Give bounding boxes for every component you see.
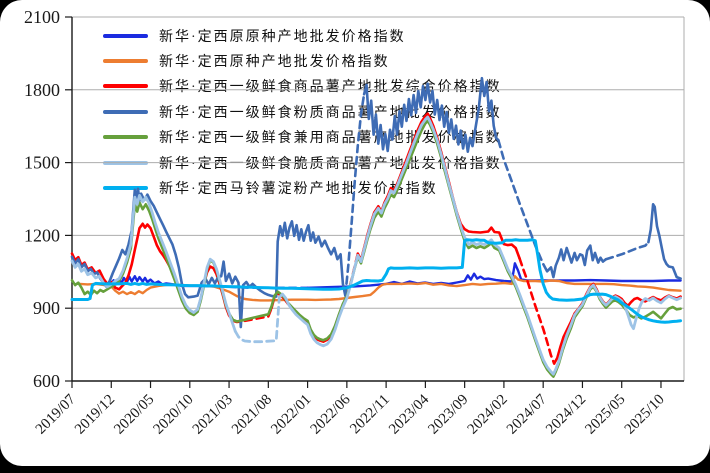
- series-line-3: [70, 187, 347, 329]
- series-line-3: [362, 76, 500, 153]
- y-axis-label: 1500: [24, 153, 60, 173]
- series-line-2: [518, 257, 556, 365]
- legend-line-swatch: [103, 84, 148, 89]
- legend-item: 新华·定西一级鲜食商品薯产地批发综合价格指数: [103, 74, 502, 99]
- legend-item: 新华·定西原种产地批发价格指数: [103, 48, 502, 73]
- legend-line-swatch: [103, 33, 148, 38]
- x-axis-label: 2019/07: [33, 391, 79, 437]
- x-axis-label: 2022/11: [347, 392, 393, 438]
- x-axis-label: 2020/10: [151, 392, 197, 438]
- series-line-3: [647, 203, 682, 280]
- x-axis-label: 2023/04: [386, 391, 432, 437]
- x-axis-label: 2022/06: [308, 391, 354, 437]
- legend-line-swatch: [103, 109, 148, 114]
- x-axis-label: 2021/03: [190, 392, 236, 438]
- x-axis-label: 2022/01: [268, 392, 314, 438]
- legend-label: 新华·定西一级鲜食商品薯产地批发综合价格指数: [159, 80, 502, 96]
- y-axis-label: 2100: [24, 7, 60, 27]
- series-line-3: [545, 244, 608, 279]
- x-axis-label: 2023/09: [425, 392, 471, 438]
- legend-label: 新华·定西原种产地批发价格指数: [159, 55, 390, 71]
- x-axis-label: 2025/05: [582, 392, 628, 438]
- y-axis-label: 900: [33, 298, 60, 318]
- x-axis-label: 2020/05: [111, 392, 157, 438]
- x-axis-label: 2024/12: [543, 392, 589, 438]
- legend-line-swatch: [103, 186, 148, 191]
- series-line-5: [70, 194, 237, 333]
- y-axis-label: 1200: [24, 225, 60, 245]
- x-axis-label: 2024/07: [504, 391, 550, 437]
- series-line-3: [604, 240, 650, 261]
- y-axis-label: 1800: [24, 80, 60, 100]
- legend-item: 新华·定西原原种产地批发价格指数: [103, 23, 502, 48]
- x-axis-label: 2025/10: [622, 392, 668, 438]
- legend-label: 新华·定西马铃薯淀粉产地批发价格指数: [159, 182, 438, 198]
- series-line-3: [497, 139, 549, 273]
- legend-item: 新华·定西马铃薯淀粉产地批发价格指数: [103, 175, 502, 200]
- x-axis-label: 2019/12: [72, 392, 118, 438]
- series-line-3: [344, 92, 366, 297]
- series-line-6: [70, 238, 683, 324]
- x-axis-label: 2021/08: [229, 392, 275, 438]
- series-line-1: [78, 275, 682, 302]
- legend-label: 新华·定西一级鲜食脆质商品薯产地批发价格指数: [159, 156, 502, 172]
- legend-line-swatch: [103, 59, 148, 64]
- y-axis-label: 600: [33, 371, 60, 391]
- legend-label: 新华·定西原原种产地批发价格指数: [159, 29, 406, 45]
- series-line-5: [233, 295, 281, 344]
- x-axis-label: 2024/02: [465, 392, 511, 438]
- legend-line-swatch: [103, 135, 148, 140]
- series-line-5: [277, 115, 682, 376]
